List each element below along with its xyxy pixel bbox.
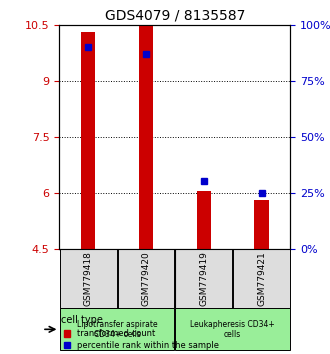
Text: GSM779421: GSM779421 <box>257 251 266 306</box>
Bar <box>139 25 153 249</box>
Text: Lipotransfer aspirate
CD34+ cells: Lipotransfer aspirate CD34+ cells <box>77 320 157 339</box>
Text: GSM779418: GSM779418 <box>84 251 93 306</box>
FancyBboxPatch shape <box>60 249 116 308</box>
Legend: transformed count, percentile rank within the sample: transformed count, percentile rank withi… <box>64 329 219 350</box>
FancyBboxPatch shape <box>176 308 290 350</box>
Bar <box>81 32 95 249</box>
Text: cell type: cell type <box>60 315 102 325</box>
FancyBboxPatch shape <box>176 249 232 308</box>
FancyBboxPatch shape <box>118 249 174 308</box>
Title: GDS4079 / 8135587: GDS4079 / 8135587 <box>105 8 245 22</box>
Text: GSM779420: GSM779420 <box>142 251 150 306</box>
Bar <box>197 191 211 249</box>
Text: GSM779419: GSM779419 <box>199 251 208 306</box>
Text: Leukapheresis CD34+
cells: Leukapheresis CD34+ cells <box>190 320 275 339</box>
FancyBboxPatch shape <box>233 249 290 308</box>
Bar <box>254 200 269 249</box>
FancyBboxPatch shape <box>60 308 174 350</box>
